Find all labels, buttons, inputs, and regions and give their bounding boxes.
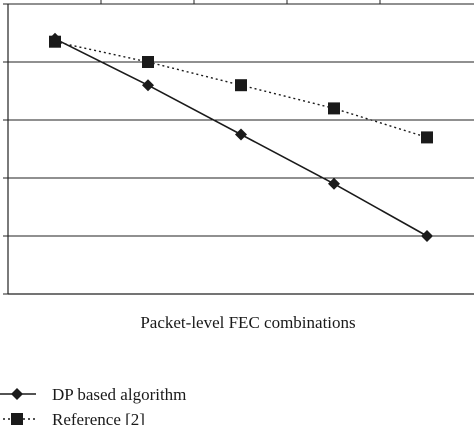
series-dp-based-algorithm <box>49 32 433 242</box>
legend-marker <box>11 388 23 400</box>
legend-label: DP based algorithm <box>52 385 186 404</box>
data-point <box>328 102 340 115</box>
legend: DP based algorithm Reference [2] <box>0 385 186 425</box>
data-point <box>328 177 340 190</box>
data-point <box>235 79 247 92</box>
data-point <box>49 32 61 45</box>
legend-label: Reference [2] <box>52 410 145 425</box>
data-point <box>142 79 154 92</box>
legend-entry: DP based algorithm <box>0 385 186 404</box>
data-point <box>142 56 154 68</box>
legend-entry: Reference [2] <box>0 410 145 425</box>
legend-marker <box>11 413 23 425</box>
data-point <box>235 128 247 141</box>
grid-lines <box>8 3 474 237</box>
x-axis-label: Packet-level FEC combinations <box>140 313 355 332</box>
data-point <box>421 230 433 242</box>
axes <box>3 0 474 295</box>
series-reference-2 <box>49 35 433 144</box>
data-point <box>421 131 433 144</box>
series-group <box>49 32 433 242</box>
